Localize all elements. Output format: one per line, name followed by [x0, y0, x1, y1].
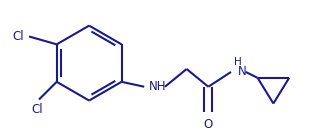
- Text: NH: NH: [149, 80, 167, 93]
- Text: Cl: Cl: [12, 30, 24, 43]
- Text: N: N: [238, 65, 247, 78]
- Text: H: H: [234, 57, 242, 67]
- Text: O: O: [204, 118, 213, 131]
- Text: Cl: Cl: [31, 103, 43, 116]
